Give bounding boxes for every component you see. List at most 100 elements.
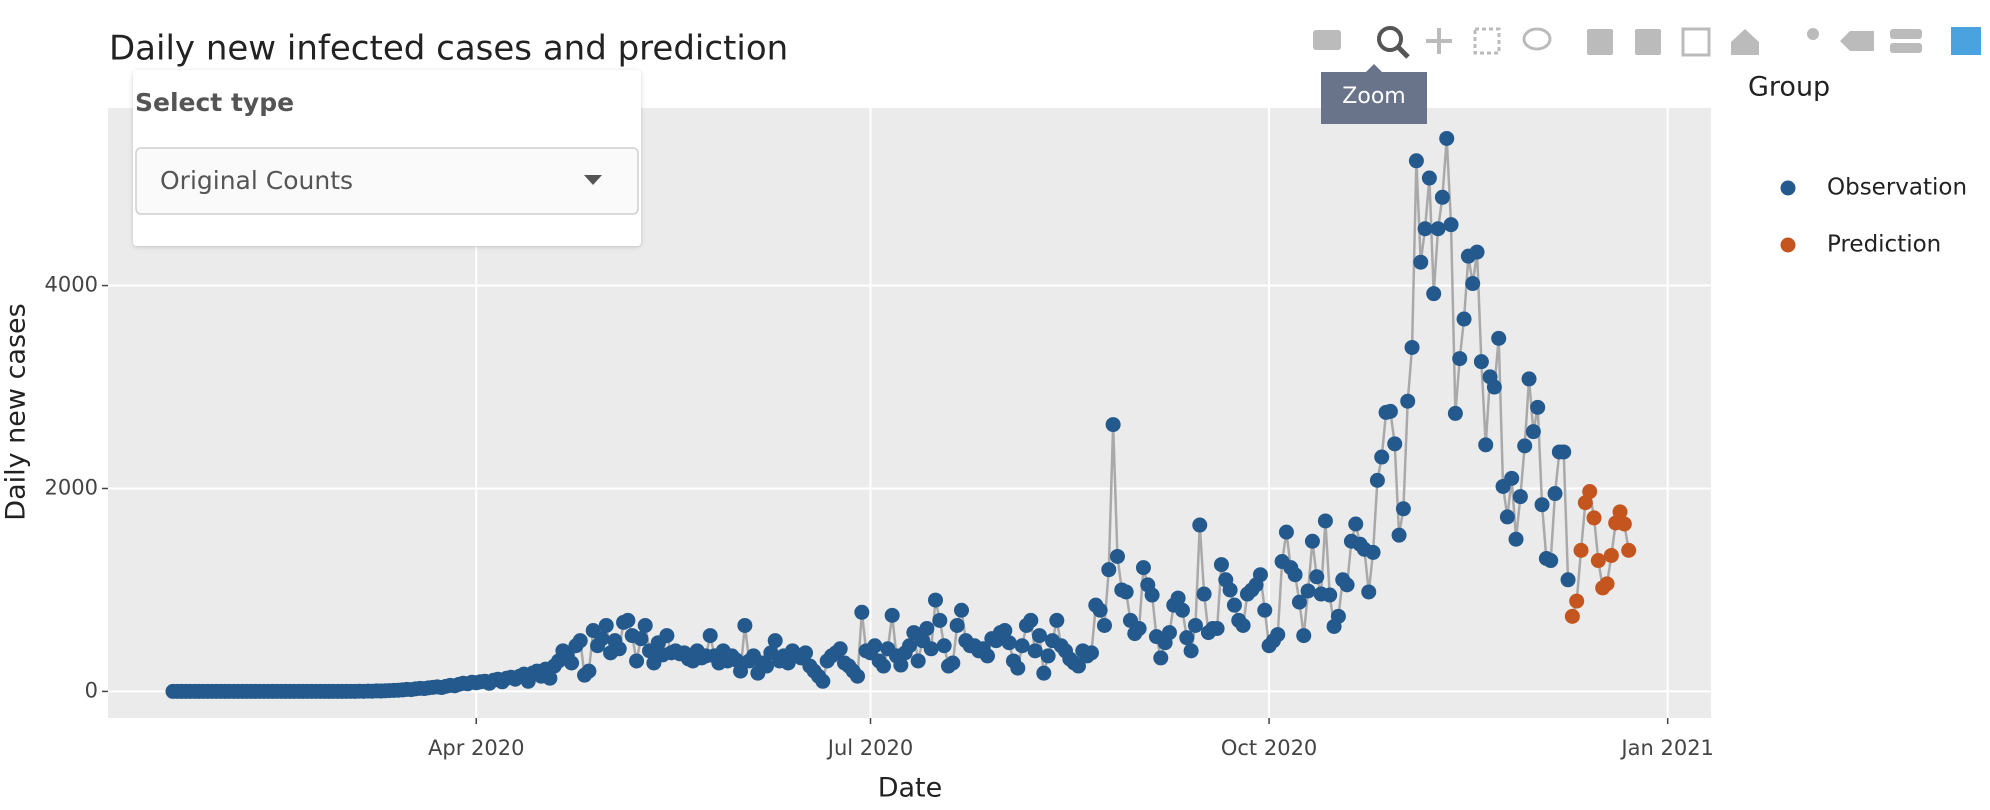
- data-point: [1209, 621, 1225, 637]
- tooltip-bg: [1321, 64, 1427, 124]
- data-point: [936, 638, 952, 654]
- data-point: [1521, 371, 1537, 387]
- data-point: [1023, 612, 1039, 628]
- x-axis-title: Date: [878, 773, 943, 804]
- data-point: [1096, 617, 1112, 633]
- plot-area: 0 2000 4000 Apr 2020 Jul 2020 Oct 2020 Jan 202…: [45, 108, 1714, 760]
- spike-icon[interactable]: [1807, 28, 1819, 40]
- data-point: [1170, 590, 1186, 606]
- data-point: [1287, 567, 1303, 583]
- plotly-logo[interactable]: [1951, 27, 1981, 55]
- tooltip: Zoom: [1321, 64, 1427, 124]
- data-point: [1534, 497, 1550, 513]
- data-point: [1153, 650, 1169, 666]
- data-point: [1161, 625, 1177, 641]
- legend-title: Group: [1748, 72, 1830, 103]
- data-point: [1036, 665, 1052, 681]
- data-point: [1426, 286, 1442, 302]
- legend-marker: [1780, 180, 1796, 196]
- data-point: [979, 648, 995, 664]
- data-point: [1369, 472, 1385, 488]
- select-icon[interactable]: [1473, 27, 1501, 55]
- data-point: [1443, 217, 1459, 233]
- pan-icon[interactable]: [1426, 28, 1452, 54]
- data-point: [1469, 244, 1485, 260]
- data-point: [1014, 638, 1030, 654]
- data-point: [1222, 582, 1238, 598]
- data-point: [1049, 612, 1065, 628]
- data-point: [1300, 583, 1316, 599]
- data-point: [832, 641, 848, 657]
- x-tick-label: Jan 2021: [1619, 736, 1714, 760]
- hover-compare-icon[interactable]: [1890, 29, 1922, 39]
- lasso-icon[interactable]: [1522, 27, 1552, 51]
- zoom-out-icon[interactable]: [1635, 29, 1661, 55]
- data-point: [945, 655, 961, 671]
- home-icon[interactable]: [1731, 29, 1759, 55]
- data-point: [1031, 628, 1047, 644]
- data-point: [629, 653, 645, 669]
- data-point: [1421, 170, 1437, 186]
- data-point: [1621, 542, 1637, 558]
- data-point: [542, 670, 558, 686]
- data-point: [1417, 221, 1433, 237]
- data-point: [997, 623, 1013, 639]
- data-point: [923, 641, 939, 657]
- autoscale-icon[interactable]: [1681, 27, 1711, 57]
- data-point: [1599, 576, 1615, 592]
- chart-title: Daily new infected cases and prediction: [109, 29, 788, 69]
- data-point: [1291, 594, 1307, 610]
- data-point: [659, 628, 675, 644]
- data-point: [1603, 547, 1619, 563]
- data-point: [867, 638, 883, 654]
- data-point: [1010, 660, 1026, 676]
- data-point: [919, 621, 935, 637]
- zoom-in-icon[interactable]: [1587, 29, 1613, 55]
- data-point: [884, 607, 900, 623]
- data-point: [1512, 489, 1528, 505]
- data-point: [637, 617, 653, 633]
- data-point: [932, 612, 948, 628]
- data-point: [1391, 527, 1407, 543]
- data-point: [1387, 436, 1403, 452]
- data-point: [759, 658, 775, 674]
- data-point: [1447, 405, 1463, 421]
- data-point: [1374, 449, 1390, 465]
- data-point: [1491, 330, 1507, 346]
- zoom-icon[interactable]: [1377, 26, 1403, 52]
- hover-closest-icon[interactable]: [1840, 31, 1874, 51]
- data-point: [1465, 276, 1481, 292]
- data-point: [850, 668, 866, 684]
- data-point: [733, 663, 749, 679]
- data-point: [1400, 393, 1416, 409]
- data-point: [1573, 542, 1589, 558]
- data-point: [927, 592, 943, 608]
- dropdown-label: Select type: [135, 88, 294, 117]
- data-point: [1001, 635, 1017, 651]
- dropdown-panel: Select type Original Counts: [133, 70, 641, 246]
- data-point: [1408, 153, 1424, 169]
- data-point: [1434, 189, 1450, 205]
- y-tick-label: 4000: [45, 273, 98, 297]
- data-point: [1135, 560, 1151, 576]
- data-point: [1174, 602, 1190, 618]
- data-point: [1404, 339, 1420, 355]
- data-point: [854, 604, 870, 620]
- data-point: [1278, 524, 1294, 540]
- camera-icon[interactable]: [1313, 30, 1341, 50]
- data-point: [1304, 533, 1320, 549]
- data-point: [1105, 417, 1121, 433]
- data-point: [1339, 577, 1355, 593]
- data-point: [1413, 254, 1429, 270]
- data-point: [902, 638, 917, 654]
- dropdown-caret: [584, 175, 602, 185]
- data-point: [1508, 531, 1524, 547]
- data-point: [1322, 587, 1338, 603]
- data-point: [1092, 602, 1108, 618]
- dropdown[interactable]: [135, 147, 639, 215]
- data-point: [1473, 354, 1489, 370]
- data-point: [1179, 630, 1195, 646]
- data-point: [1296, 628, 1312, 644]
- legend-label: Prediction: [1827, 232, 1941, 258]
- data-point: [893, 657, 909, 673]
